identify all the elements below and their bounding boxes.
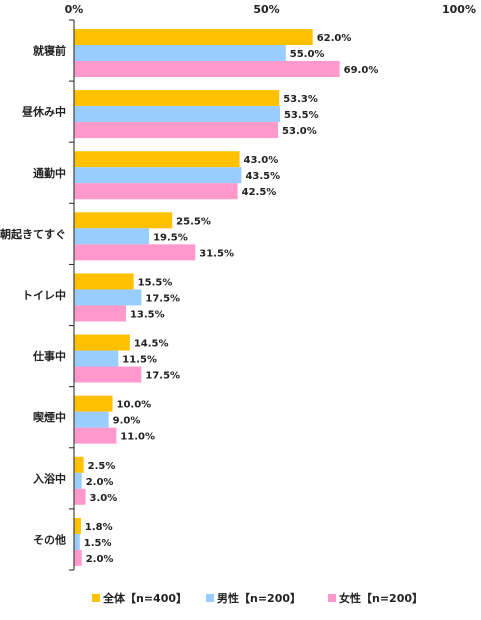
category-label: 朝起きてすぐ [0,227,66,241]
bar-male [74,350,119,367]
bar-female [74,61,340,77]
legend-label: 女性【n=200】 [339,591,423,605]
bar-female [74,244,196,261]
legend: 全体【n=400】 男性【n=200】 女性【n=200】 [92,591,423,605]
x-tick-label: 50% [253,3,279,16]
bars [74,29,340,566]
x-axis-ticks: 0% 50% 100% [65,3,476,16]
bar-female [74,183,238,200]
category-label: 入浴中 [33,471,66,485]
data-label: 11.0% [120,432,155,443]
data-label: 53.5% [284,110,319,121]
bar-total [74,273,134,290]
data-label: 11.5% [122,355,157,366]
data-label: 43.5% [245,171,280,182]
bar-male [74,411,109,428]
data-label: 31.5% [199,248,234,259]
data-label: 55.0% [290,49,325,60]
x-tick-label: 0% [65,3,84,16]
category-label: トイレ中 [22,288,66,302]
data-label: 1.5% [84,538,112,549]
data-label: 15.5% [138,277,173,288]
bar-male [74,289,142,306]
legend-label: 全体【n=400】 [102,591,187,605]
data-label: 53.3% [283,94,318,105]
bar-male [74,533,80,550]
data-label: 13.5% [130,309,165,320]
data-label: 43.0% [244,155,279,166]
data-label: 14.5% [134,339,169,350]
data-label: 3.0% [90,493,118,504]
data-label: 53.0% [282,126,317,137]
data-label: 42.5% [242,187,277,198]
data-label: 62.0% [317,33,352,44]
bar-total [74,212,173,229]
data-label: 2.5% [88,461,116,472]
bar-total [74,517,81,534]
bar-total [74,395,113,412]
data-label: 10.0% [117,400,152,411]
category-label: 喫煙中 [33,410,66,424]
data-label: 1.8% [85,522,113,533]
bar-male [74,228,150,245]
data-labels: 62.0% 55.0% 69.0% 53.3% 53.5% 53.0% 43.0% 43.5%… [84,33,379,565]
bar-total [74,456,84,473]
bar-female [74,427,117,444]
data-label: 2.0% [86,477,114,488]
bar-male [74,472,82,489]
data-label: 25.5% [176,216,211,227]
category-label: 仕事中 [32,349,66,363]
legend-swatch [328,594,336,602]
legend-swatch [206,594,214,602]
data-label: 17.5% [145,371,180,382]
category-label: 就寝前 [33,44,66,58]
bar-male [74,167,242,184]
legend-swatch [92,594,100,602]
data-label: 2.0% [86,554,114,565]
data-label: 9.0% [113,416,141,427]
category-label: その他 [33,532,66,546]
category-label: 昼休み中 [21,105,66,119]
bar-female [74,488,86,505]
bar-total [74,151,240,168]
data-label: 19.5% [153,232,188,243]
x-tick-label: 100% [442,3,476,16]
bar-male [74,106,280,123]
category-label: 通勤中 [33,166,66,180]
legend-label: 男性【n=200】 [217,591,301,605]
bar-female [74,122,279,139]
bar-female [74,366,142,383]
data-label: 17.5% [145,293,180,304]
data-label: 69.0% [344,65,379,76]
bar-total [74,90,280,107]
bar-female [74,549,82,566]
bar-total [74,29,313,45]
axes [69,19,75,571]
bar-total [74,334,130,351]
bar-female [74,305,126,322]
bar-male [74,45,286,61]
